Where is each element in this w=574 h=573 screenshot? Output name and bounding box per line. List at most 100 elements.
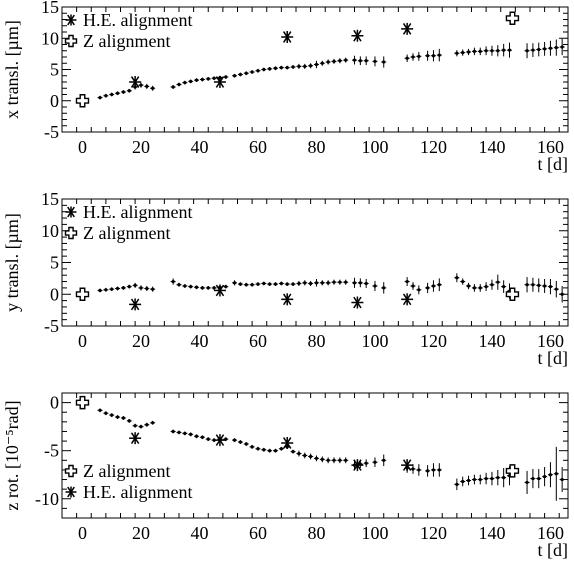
- point-marker: [338, 59, 342, 63]
- legend-star-icon: [65, 486, 77, 498]
- y-axis-label: y transl. [µm]: [2, 213, 22, 312]
- data-point: [404, 277, 410, 286]
- point-marker: [382, 458, 386, 462]
- he-alignment-marker: [351, 296, 364, 309]
- point-marker: [244, 71, 248, 75]
- point-marker: [461, 51, 465, 55]
- point-marker: [411, 467, 415, 471]
- point-marker: [548, 285, 553, 289]
- data-point: [150, 286, 156, 292]
- point-marker: [502, 48, 506, 52]
- point-marker: [466, 478, 471, 483]
- data-point: [188, 79, 194, 84]
- point-marker: [145, 423, 149, 427]
- data-point: [553, 280, 559, 298]
- data-point: [430, 463, 436, 477]
- point-marker: [332, 59, 336, 63]
- point-marker: [297, 451, 301, 456]
- point-marker: [531, 283, 535, 287]
- data-point: [188, 284, 194, 289]
- y-tick-label: 10: [41, 28, 59, 48]
- point-marker: [405, 279, 409, 284]
- point-marker: [352, 281, 357, 285]
- data-point: [150, 85, 156, 91]
- z-alignment-marker: [75, 395, 90, 410]
- point-marker: [139, 286, 143, 290]
- legend-cross-icon: [64, 226, 78, 240]
- point-marker: [250, 70, 254, 74]
- legend-label: H.E. alignment: [83, 10, 192, 30]
- z-alignment-marker: [505, 287, 520, 301]
- point-marker: [244, 442, 248, 446]
- point-marker: [244, 283, 248, 287]
- data-point: [501, 468, 507, 488]
- point-marker: [268, 282, 272, 286]
- he-alignment-marker: [213, 434, 226, 447]
- he-alignment-marker: [401, 293, 414, 306]
- point-marker: [171, 429, 175, 434]
- data-point: [194, 434, 200, 439]
- point-marker: [320, 457, 324, 461]
- point-marker: [127, 89, 131, 93]
- he-alignment-marker: [129, 432, 142, 445]
- data-point: [261, 447, 267, 452]
- point-marker: [262, 448, 266, 452]
- point-marker: [98, 408, 102, 412]
- point-marker: [256, 282, 260, 286]
- point-marker: [560, 477, 564, 482]
- point-marker: [285, 282, 289, 286]
- data-point: [205, 437, 211, 442]
- point-marker: [466, 284, 471, 288]
- data-point: [243, 71, 249, 76]
- x-tick-label: 20: [132, 331, 150, 351]
- point-marker: [256, 69, 260, 73]
- data-point: [430, 50, 436, 62]
- data-point: [351, 55, 357, 65]
- point-marker: [426, 54, 430, 58]
- x-tick-label: 140: [478, 137, 505, 157]
- x-axis-label: t [d]: [538, 154, 569, 174]
- data-point: [255, 446, 261, 451]
- point-marker: [543, 47, 547, 51]
- x-tick-label: 100: [361, 331, 388, 351]
- point-marker: [364, 59, 368, 63]
- point-marker: [104, 94, 108, 98]
- data-point: [109, 287, 115, 292]
- point-marker: [224, 75, 228, 79]
- x-tick-label: 140: [478, 331, 505, 351]
- he-alignment-marker: [351, 459, 364, 472]
- data-point: [542, 42, 548, 56]
- data-point: [115, 91, 121, 96]
- point-marker: [177, 430, 181, 435]
- data-point: [150, 420, 156, 425]
- point-marker: [560, 292, 564, 296]
- data-point: [325, 280, 331, 286]
- legend-label: Z alignment: [83, 223, 170, 243]
- point-marker: [232, 438, 237, 442]
- point-marker: [531, 48, 535, 52]
- data-point: [97, 288, 103, 293]
- he-alignment-marker: [351, 29, 364, 42]
- point-marker: [332, 280, 336, 284]
- data-point: [237, 72, 243, 77]
- data-point: [132, 282, 138, 288]
- point-marker: [171, 85, 175, 89]
- panel-1: 0 20 40 60 80 100 120 140 160 -5 0 5 10 15 t [d] x tran…: [2, 0, 569, 174]
- point-marker: [145, 84, 149, 88]
- data-point: [501, 43, 507, 57]
- point-marker: [314, 281, 319, 285]
- data-point: [530, 43, 536, 57]
- point-marker: [262, 281, 266, 286]
- data-point: [182, 284, 188, 288]
- point-marker: [232, 74, 237, 78]
- point-marker: [472, 286, 477, 290]
- y-tick-label: 0: [50, 91, 59, 111]
- data-point: [243, 282, 249, 287]
- x-tick-label: 40: [190, 331, 208, 351]
- point-marker: [554, 472, 558, 476]
- point-marker: [496, 49, 500, 53]
- point-marker: [382, 60, 386, 64]
- data-point: [115, 415, 121, 419]
- data-point: [559, 285, 565, 303]
